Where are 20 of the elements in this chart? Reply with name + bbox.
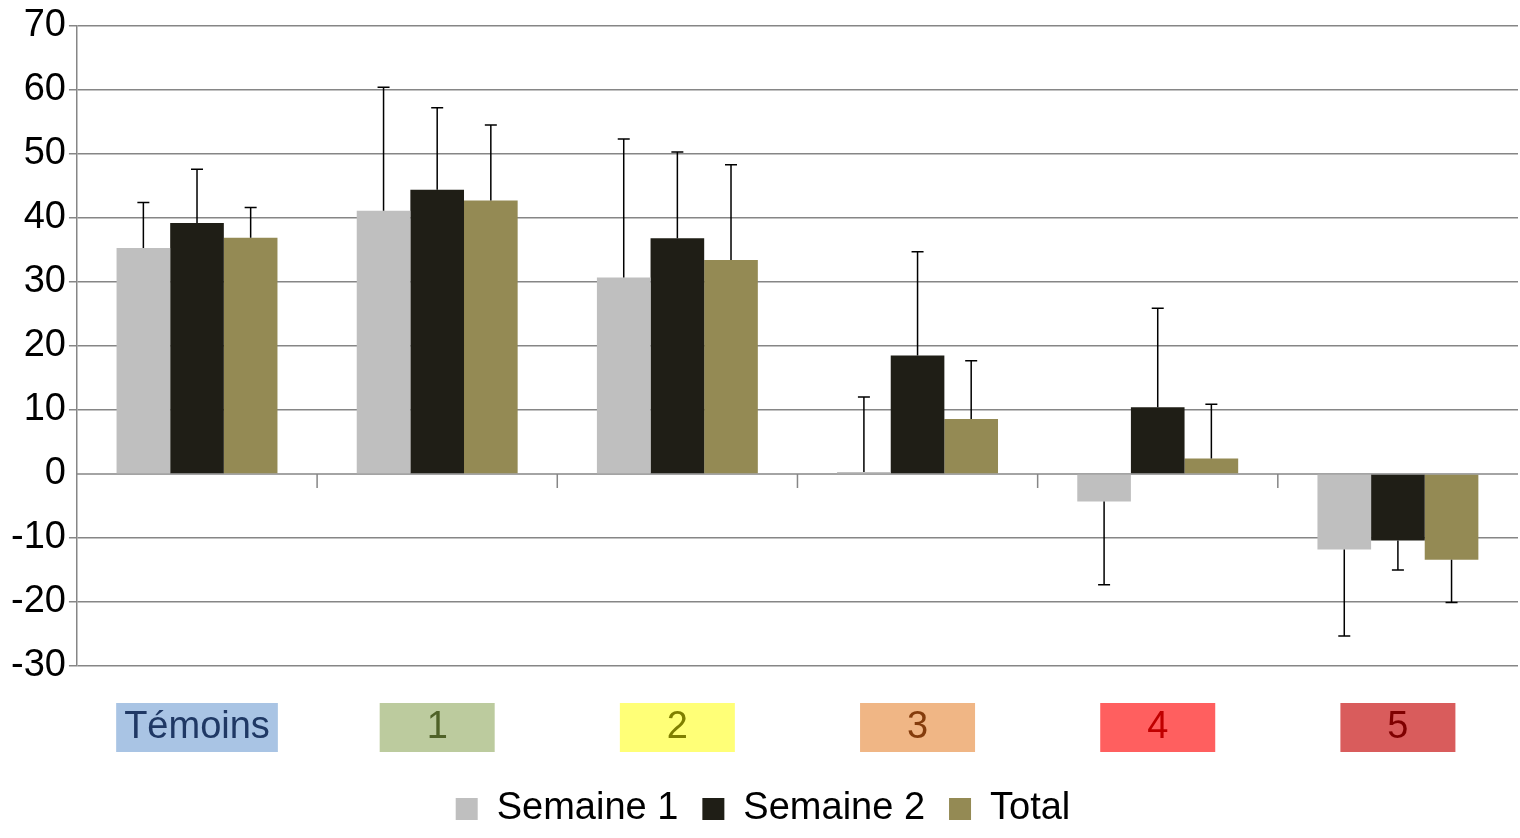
y-tick-label: 30	[23, 258, 66, 301]
y-tick-label: 40	[23, 194, 66, 237]
x-tick-label: 3	[906, 704, 929, 747]
y-tick-label: 60	[23, 66, 66, 109]
x-tick-label: Témoins	[124, 704, 270, 747]
y-tick-label: 20	[23, 322, 66, 365]
y-tick-label: -10	[11, 514, 66, 557]
x-tick-label: 4	[1147, 704, 1169, 747]
y-tick-label: -30	[11, 642, 66, 685]
x-tick-label: 1	[426, 704, 448, 747]
y-tick-label: 70	[23, 2, 66, 45]
legend-label: Semaine 1	[496, 785, 679, 828]
legend-label: Total	[990, 785, 1071, 828]
x-tick-label: 5	[1387, 704, 1409, 747]
y-tick-label: 0	[44, 450, 66, 493]
y-tick-label: -20	[11, 578, 66, 621]
x-tick-label: 2	[666, 704, 688, 747]
legend-label: Semaine 2	[743, 785, 926, 828]
y-tick-label: 10	[23, 386, 66, 429]
y-tick-label: 50	[23, 130, 66, 173]
